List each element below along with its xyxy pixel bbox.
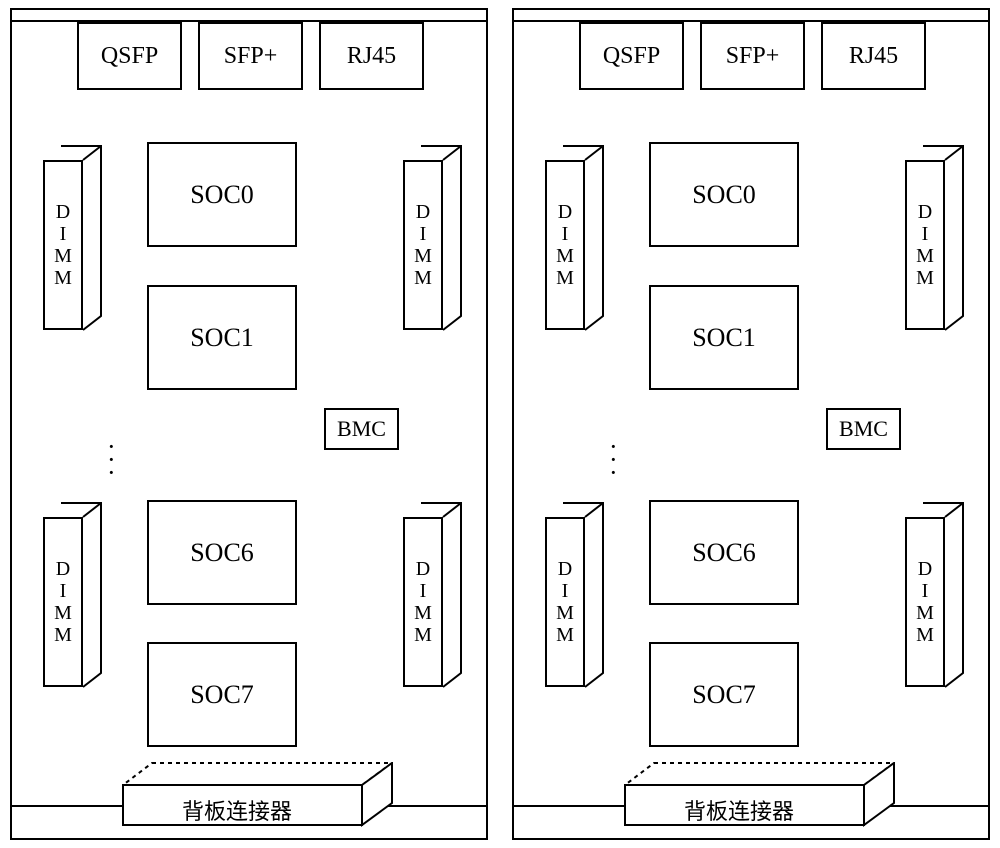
dimm-char: D	[56, 558, 70, 580]
conn-label: QSFP	[603, 43, 660, 70]
dimm-char: M	[556, 624, 574, 646]
board-right-bmc: BMC	[826, 408, 901, 450]
dimm-front: D I M M	[545, 517, 585, 687]
dimm-char: M	[916, 602, 934, 624]
dimm-char: I	[562, 580, 569, 602]
soc-label: SOC1	[190, 323, 254, 353]
board-right-dimm-tr: D I M M	[904, 145, 964, 335]
dimm-char: I	[922, 223, 929, 245]
dimm-char: I	[562, 223, 569, 245]
board-left: QSFP SFP+ RJ45 SOC0 SOC1 SOC6 SOC7 ··· B…	[10, 8, 488, 840]
dimm-char: D	[558, 201, 572, 223]
soc-label: SOC0	[190, 180, 254, 210]
board-right-conn-sfpp: SFP+	[700, 22, 805, 90]
dimm-char: M	[414, 602, 432, 624]
dimm-char: M	[556, 267, 574, 289]
dimm-char: D	[558, 558, 572, 580]
board-right-soc6: SOC6	[649, 500, 799, 605]
dimm-char: M	[54, 245, 72, 267]
dimm-char: I	[420, 580, 427, 602]
backplane-label: 背板连接器	[684, 794, 794, 826]
board-right-soc1: SOC1	[649, 285, 799, 390]
soc-label: SOC6	[692, 538, 756, 568]
board-left-soc6: SOC6	[147, 500, 297, 605]
dimm-char: D	[918, 558, 932, 580]
board-right-dimm-br: D I M M	[904, 502, 964, 692]
board-right-soc0: SOC0	[649, 142, 799, 247]
dimm-front: D I M M	[905, 517, 945, 687]
dimm-char: D	[918, 201, 932, 223]
soc-label: SOC6	[190, 538, 254, 568]
dimm-char: M	[556, 245, 574, 267]
bmc-label: BMC	[839, 416, 888, 442]
dimm-front: D I M M	[403, 517, 443, 687]
board-left-dimm-br: D I M M	[402, 502, 462, 692]
dimm-char: M	[54, 267, 72, 289]
dimm-char: M	[916, 245, 934, 267]
dimm-char: M	[54, 602, 72, 624]
board-left-backplane: 背板连接器	[122, 762, 402, 832]
dimm-char: I	[60, 580, 67, 602]
dimm-char: I	[60, 223, 67, 245]
board-right-dimm-bl: D I M M	[544, 502, 604, 692]
board-left-bmc: BMC	[324, 408, 399, 450]
dimm-front: D I M M	[43, 160, 83, 330]
board-left-conn-sfpp: SFP+	[198, 22, 303, 90]
dimm-front: D I M M	[905, 160, 945, 330]
board-left-soc0: SOC0	[147, 142, 297, 247]
conn-label: RJ45	[347, 43, 396, 70]
dimm-front: D I M M	[545, 160, 585, 330]
board-left-ellipsis: ···	[107, 440, 116, 479]
dimm-char: D	[416, 201, 430, 223]
conn-label: RJ45	[849, 43, 898, 70]
bmc-label: BMC	[337, 416, 386, 442]
board-left-soc7: SOC7	[147, 642, 297, 747]
board-right-ellipsis: ···	[609, 440, 618, 479]
conn-label: SFP+	[224, 43, 278, 70]
board-right-soc7: SOC7	[649, 642, 799, 747]
board-left-conn-rj45: RJ45	[319, 22, 424, 90]
soc-label: SOC7	[692, 680, 756, 710]
board-right-conn-rj45: RJ45	[821, 22, 926, 90]
conn-label: SFP+	[726, 43, 780, 70]
board-left-soc1: SOC1	[147, 285, 297, 390]
dimm-char: D	[416, 558, 430, 580]
dimm-char: M	[414, 245, 432, 267]
dimm-char: M	[556, 602, 574, 624]
soc-label: SOC7	[190, 680, 254, 710]
board-left-conn-qsfp: QSFP	[77, 22, 182, 90]
board-left-dimm-tr: D I M M	[402, 145, 462, 335]
dimm-char: M	[414, 624, 432, 646]
soc-label: SOC0	[692, 180, 756, 210]
dimm-char: M	[916, 267, 934, 289]
board-left-dimm-tl: D I M M	[42, 145, 102, 335]
dimm-char: M	[54, 624, 72, 646]
board-right: QSFP SFP+ RJ45 SOC0 SOC1 SOC6 SOC7 ··· B…	[512, 8, 990, 840]
soc-label: SOC1	[692, 323, 756, 353]
dimm-char: I	[922, 580, 929, 602]
dimm-front: D I M M	[43, 517, 83, 687]
dimm-char: D	[56, 201, 70, 223]
dimm-char: I	[420, 223, 427, 245]
dimm-front: D I M M	[403, 160, 443, 330]
board-left-dimm-bl: D I M M	[42, 502, 102, 692]
board-right-conn-qsfp: QSFP	[579, 22, 684, 90]
conn-label: QSFP	[101, 43, 158, 70]
board-right-backplane: 背板连接器	[624, 762, 904, 832]
backplane-label: 背板连接器	[182, 794, 292, 826]
dimm-char: M	[414, 267, 432, 289]
dimm-char: M	[916, 624, 934, 646]
diagram-stage: QSFP SFP+ RJ45 SOC0 SOC1 SOC6 SOC7 ··· B…	[0, 0, 1000, 848]
board-right-dimm-tl: D I M M	[544, 145, 604, 335]
